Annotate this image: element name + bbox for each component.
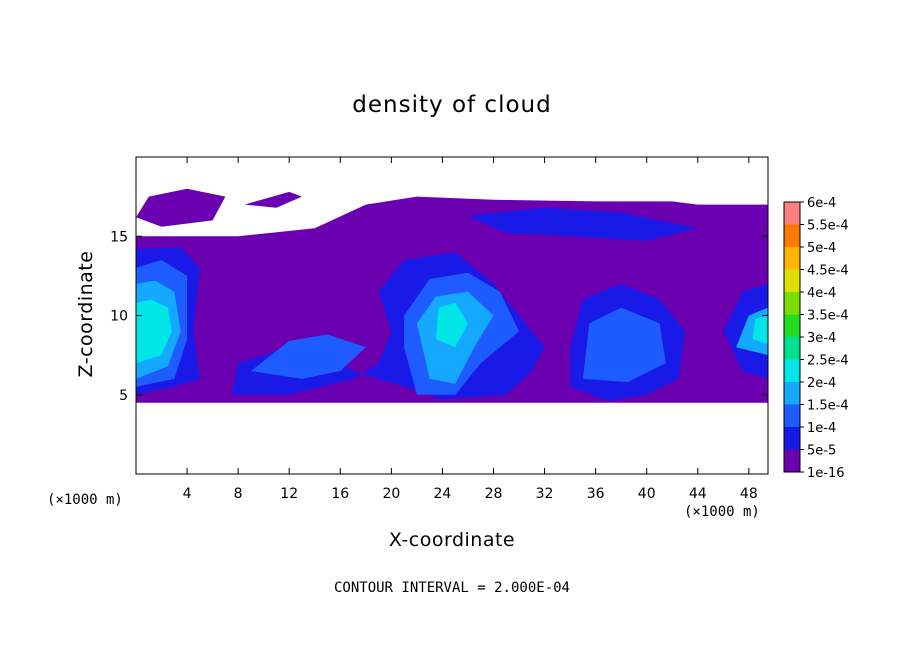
x-axis-ticks: 4 8 12 16 20 24 28 32 36 40 44 48 [183, 157, 758, 502]
x-unit-label-right: (×1000 m) [684, 504, 760, 520]
y-tick-label: 10 [110, 309, 128, 325]
colorbar-swatch [784, 449, 800, 472]
x-tick-label: 28 [485, 486, 503, 502]
colorbar-label: 4.5e-4 [807, 264, 849, 279]
y-axis-ticks: 5 10 15 [110, 229, 768, 404]
colorbar-label: 2e-4 [807, 376, 836, 391]
colorbar-label: 1e-16 [807, 466, 845, 481]
colorbar-label: 3.5e-4 [807, 309, 849, 324]
contour-region-17 [752, 315, 768, 344]
x-tick-label: 4 [183, 486, 192, 502]
colorbar: 1e-16 5e-5 1e-4 1.5e-4 2e-4 2.5e-4 3e-4 3.5e-4 4… [783, 196, 849, 481]
contour-region-7 [468, 207, 698, 241]
x-tick-label: 44 [689, 486, 707, 502]
colorbar-label: 5e-5 [807, 444, 836, 459]
contour-interval-note: CONTOUR INTERVAL = 2.000E-04 [334, 580, 570, 596]
x-tick-label: 36 [587, 486, 605, 502]
colorbar-swatch [784, 359, 800, 382]
contour-region-10 [250, 334, 366, 379]
x-tick-label: 24 [434, 486, 452, 502]
x-unit-label-left: (×1000 m) [47, 492, 123, 508]
colorbar-label: 1e-4 [807, 421, 836, 436]
x-tick-label: 8 [234, 486, 243, 502]
x-tick-label: 20 [382, 486, 400, 502]
density-field [136, 188, 768, 403]
x-tick-label: 16 [331, 486, 349, 502]
contour-region-2 [244, 191, 302, 208]
colorbar-swatch [784, 314, 800, 337]
colorbar-label: 2.5e-4 [807, 354, 849, 369]
colorbar-label: 5e-4 [807, 241, 836, 256]
colorbar-swatch [784, 224, 800, 247]
contour-region-11 [582, 307, 666, 383]
colorbar-label: 5.5e-4 [807, 219, 849, 234]
colorbar-label: 4e-4 [807, 286, 836, 301]
colorbar-swatch [784, 337, 800, 360]
colorbar-label: 3e-4 [807, 331, 836, 346]
colorbar-swatch [784, 427, 800, 450]
colorbar-swatch [784, 382, 800, 405]
colorbar-swatch [784, 292, 800, 315]
colorbar-swatch [784, 404, 800, 427]
x-tick-label: 40 [638, 486, 656, 502]
colorbar-swatch [784, 247, 800, 270]
contour-region-15 [136, 299, 172, 364]
x-tick-label: 48 [740, 486, 758, 502]
colorbar-swatch [784, 269, 800, 292]
x-tick-label: 32 [536, 486, 554, 502]
x-axis-label: X-coordinate [389, 529, 515, 551]
chart-title: density of cloud [352, 92, 551, 118]
colorbar-label: 6e-4 [807, 196, 836, 211]
y-tick-label: 15 [110, 229, 128, 245]
y-axis-label: Z-coordinate [75, 251, 97, 378]
x-tick-label: 12 [280, 486, 298, 502]
contour-region-16 [436, 302, 468, 348]
contour-region-1 [136, 188, 226, 227]
colorbar-swatch [784, 202, 800, 225]
y-tick-label: 5 [119, 388, 128, 404]
colorbar-label: 1.5e-4 [807, 399, 849, 414]
